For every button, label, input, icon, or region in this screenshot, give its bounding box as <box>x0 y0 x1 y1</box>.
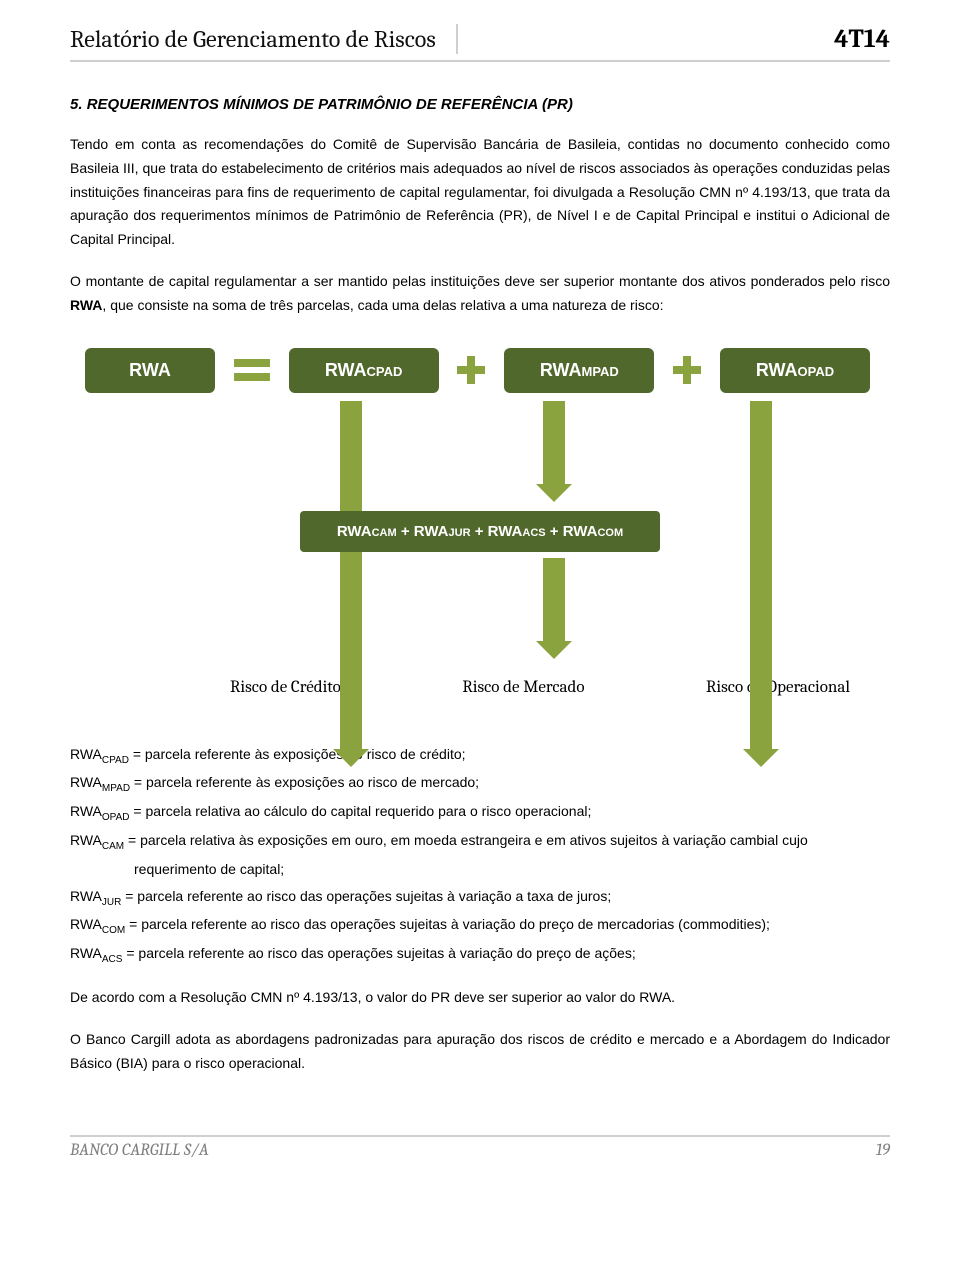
arrows-bottom <box>70 552 890 672</box>
footer-bank: BANCO CARGILL S/A <box>70 1141 209 1160</box>
pill-cpad-sub: CPAD <box>367 364 403 379</box>
pill-rwa: RWA <box>85 348 215 393</box>
pill-mpad-sub: MPAD <box>581 364 618 379</box>
def-mpad: RWAMPAD = parcela referente às exposiçõe… <box>70 771 890 797</box>
plus-icon <box>457 356 485 384</box>
pill-rwa-text: RWA <box>129 360 171 380</box>
pill-rwacpad: RWACPAD <box>289 348 439 393</box>
p2-suffix: , que consiste na soma de três parcelas,… <box>102 297 663 313</box>
p2-prefix: O montante de capital regulamentar a ser… <box>70 273 890 289</box>
pill-rwampad: RWAMPAD <box>504 348 654 393</box>
def-cam: RWACAM = parcela relativa às exposições … <box>70 829 890 855</box>
mpad-components-bar: RWACAM + RWAJUR + RWAACS + RWACOM <box>300 511 660 552</box>
header-divider <box>456 24 458 54</box>
def-opad: RWAOPAD = parcela relativa ao cálculo do… <box>70 800 890 826</box>
def-cam-line2: requerimento de capital; <box>70 858 890 882</box>
closing-p1: De acordo com a Resolução CMN nº 4.193/1… <box>70 986 890 1010</box>
def-acs: RWAACS = parcela referente ao risco das … <box>70 942 890 968</box>
paragraph-2: O montante de capital regulamentar a ser… <box>70 270 890 318</box>
definitions-block: RWACPAD = parcela referente às exposiçõe… <box>70 743 890 968</box>
label-risco-operacional: Risco de Operacional <box>706 678 850 697</box>
section-title: 5. REQUERIMENTOS MÍNIMOS DE PATRIMÔNIO D… <box>70 96 890 113</box>
pill-cpad-main: RWA <box>325 360 367 380</box>
def-jur: RWAJUR = parcela referente ao risco das … <box>70 885 890 911</box>
pill-opad-main: RWA <box>756 360 798 380</box>
footer-page: 19 <box>876 1141 890 1160</box>
formula-row: RWA RWACPAD RWAMPAD RWAOPAD <box>70 348 890 393</box>
arrows-top <box>70 401 890 511</box>
arrow-mpad-top <box>543 401 565 486</box>
p2-bold: RWA <box>70 297 102 313</box>
page-footer: BANCO CARGILL S/A 19 <box>70 1135 890 1160</box>
pill-opad-sub: OPAD <box>798 364 835 379</box>
plus-icon <box>673 356 701 384</box>
header-code: 4T14 <box>824 24 890 54</box>
def-com: RWACOM = parcela referente ao risco das … <box>70 913 890 939</box>
pill-mpad-main: RWA <box>540 360 582 380</box>
paragraph-1: Tendo em conta as recomendações do Comit… <box>70 133 890 252</box>
pill-rwaopad: RWAOPAD <box>720 348 870 393</box>
closing-p2: O Banco Cargill adota as abordagens padr… <box>70 1028 890 1076</box>
rwa-diagram: RWA RWACPAD RWAMPAD RWAOPAD RWACAM + RWA… <box>70 348 890 697</box>
label-risco-mercado: Risco de Mercado <box>462 678 584 697</box>
page-header: Relatório de Gerenciamento de Riscos 4T1… <box>70 24 890 62</box>
equals-icon <box>234 359 270 381</box>
arrow-mpad-bottom <box>543 558 565 643</box>
section-heading: REQUERIMENTOS MÍNIMOS DE PATRIMÔNIO DE R… <box>87 96 573 113</box>
section-number: 5. <box>70 96 83 113</box>
label-risco-credito: Risco de Crédito <box>230 678 341 697</box>
header-title: Relatório de Gerenciamento de Riscos <box>70 25 436 53</box>
